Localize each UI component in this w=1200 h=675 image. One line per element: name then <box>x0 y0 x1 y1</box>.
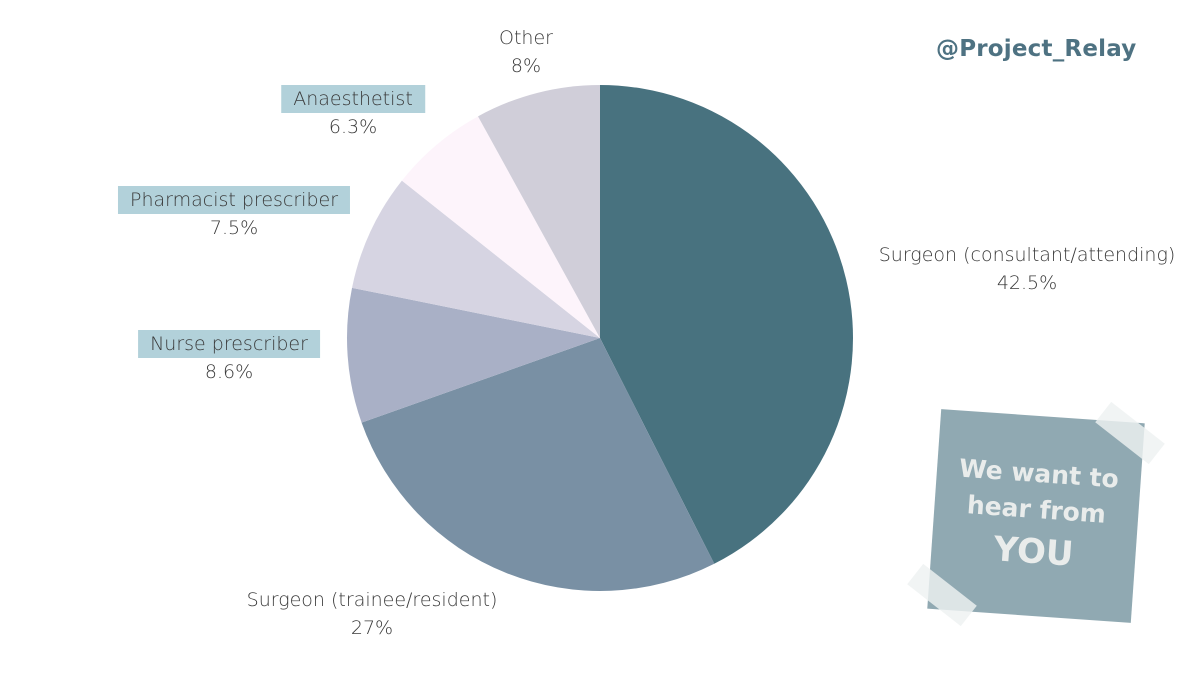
slice-name: Anaesthetist <box>281 85 425 113</box>
slice-name: Surgeon (trainee/resident) <box>246 589 498 611</box>
slice-percent: 27% <box>350 617 394 639</box>
social-handle: @Project_Relay <box>936 36 1137 62</box>
slice-label-surgeon-consultant: Surgeon (consultant/attending) 42.5% <box>867 241 1188 297</box>
slice-percent: 42.5% <box>996 272 1058 294</box>
pie-slice-surgeon-trainee-resident <box>361 338 715 591</box>
pie-slice-surgeon-consultant-attending <box>600 85 854 564</box>
slice-percent: 7.5% <box>209 217 259 239</box>
pie-slice-other <box>478 85 600 338</box>
slice-label-nurse-prescriber: Nurse prescriber 8.6% <box>138 330 320 386</box>
sticky-note: We want to hear from YOU <box>927 409 1145 623</box>
slice-name: Surgeon (consultant/attending) <box>878 244 1176 266</box>
pie-slice-anaesthetist <box>401 116 600 338</box>
sticky-note-text: We want to hear from YOU <box>952 451 1120 582</box>
slice-label-pharmacist-prescriber: Pharmacist prescriber 7.5% <box>117 186 351 242</box>
pie-slice-nurse-prescriber <box>347 287 600 423</box>
slice-percent: 8.6% <box>204 361 254 383</box>
pie-slice-pharmacist-prescriber <box>352 180 600 338</box>
slice-label-anaesthetist: Anaesthetist 6.3% <box>281 85 425 141</box>
slice-percent: 8% <box>510 55 542 77</box>
slice-name: Pharmacist prescriber <box>117 186 351 214</box>
slice-percent: 6.3% <box>328 116 378 138</box>
slice-name: Nurse prescriber <box>138 330 320 358</box>
slice-label-surgeon-trainee: Surgeon (trainee/resident) 27% <box>235 586 510 642</box>
slice-name: Other <box>499 27 553 49</box>
slice-label-other: Other 8% <box>487 24 565 80</box>
